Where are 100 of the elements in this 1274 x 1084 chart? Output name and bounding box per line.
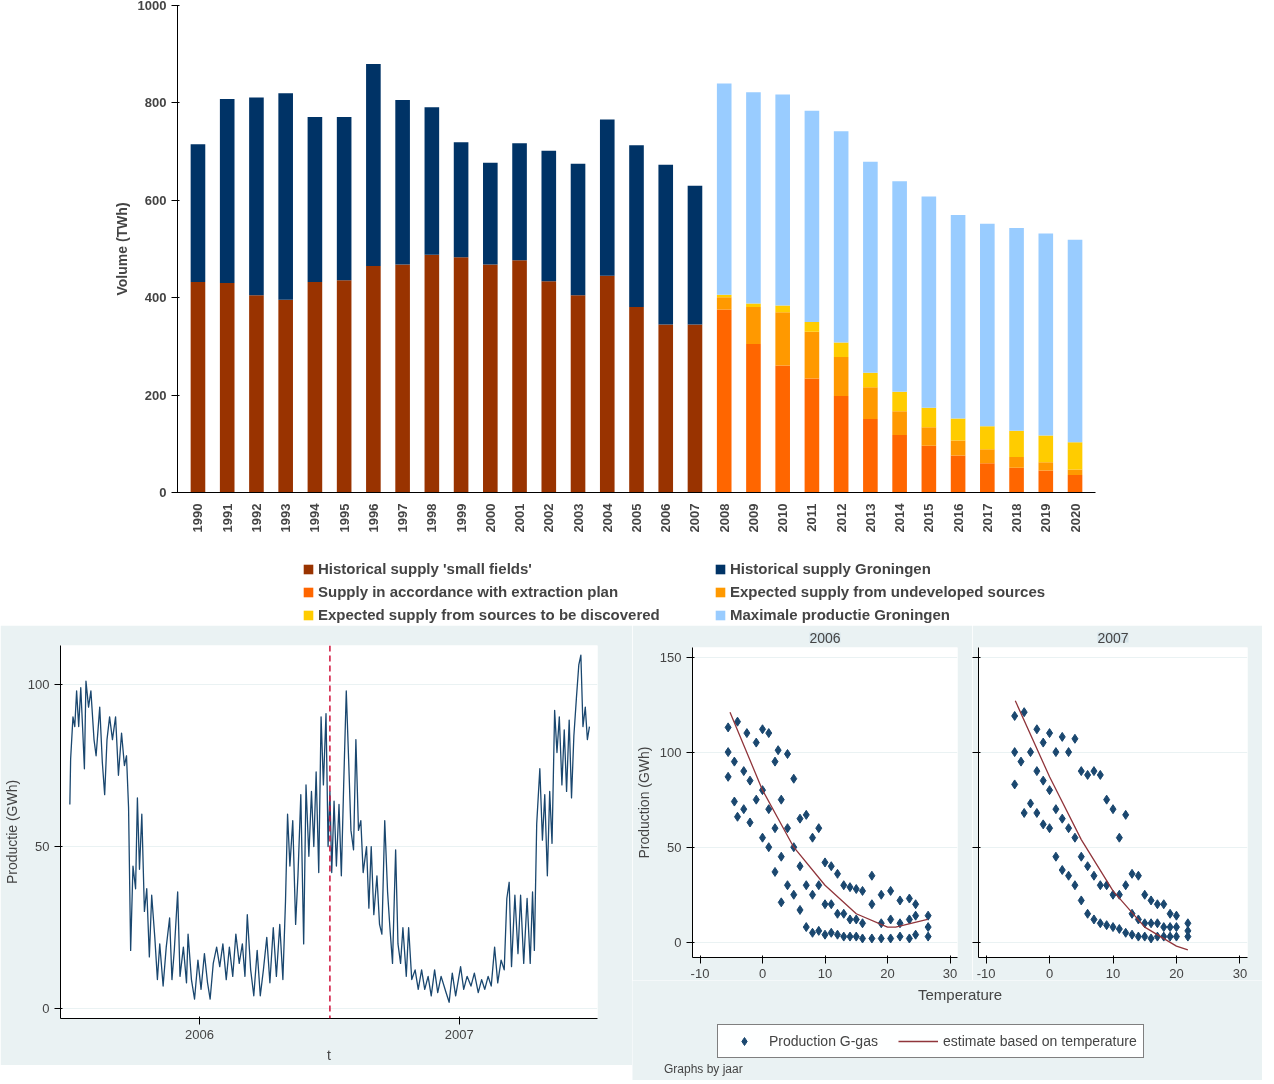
x-tick-label: 1998 [424, 503, 440, 533]
bar [1038, 470, 1054, 493]
bar [424, 254, 440, 493]
bar [804, 331, 820, 379]
bar [599, 119, 615, 276]
chart-title: 2006 [809, 629, 841, 646]
x-tick-label: 2018 [1009, 503, 1025, 533]
bar [483, 264, 498, 493]
x-tick-label: 1994 [307, 502, 323, 533]
x-tick-label: 2000 [482, 503, 498, 533]
bar [278, 299, 293, 493]
y-tick-label: 50 [667, 839, 682, 855]
bar [336, 280, 352, 493]
x-tick-label: 2008 [716, 503, 732, 533]
bar [190, 144, 206, 283]
y-tick-label: 400 [144, 290, 167, 306]
bar [570, 295, 586, 493]
bar [1009, 456, 1024, 468]
bar [366, 266, 381, 493]
x-tick-label: 20 [1169, 965, 1184, 981]
bar [219, 283, 235, 493]
y-tick-label: 600 [144, 192, 167, 208]
y-axis-title: Volume (TWh) [113, 202, 130, 296]
y-tick-label: 200 [144, 387, 167, 403]
x-tick-label: 2010 [775, 503, 791, 533]
bar [570, 163, 586, 296]
bar [980, 463, 995, 493]
x-tick-label: 1996 [365, 503, 381, 533]
bar [1009, 467, 1024, 493]
bar [804, 110, 820, 323]
bar [716, 297, 732, 310]
bar [863, 161, 878, 373]
y-tick-label: 0 [42, 1001, 50, 1017]
bar [746, 303, 761, 307]
bar [950, 214, 966, 419]
legend-label: Production G-gas [769, 1033, 878, 1049]
bar [658, 164, 674, 325]
bar [1067, 474, 1083, 493]
y-tick-label: 150 [659, 649, 682, 665]
legend-label: Expected supply from undeveloped sources [730, 583, 1046, 600]
bar [512, 143, 527, 261]
legend-label: Expected supply from sources to be discovered [318, 606, 660, 623]
bar [980, 426, 995, 450]
y-axis-title: Production (GWh) [635, 746, 652, 859]
legend-label: Historical supply 'small fields' [318, 560, 532, 577]
bar [746, 92, 761, 304]
y-tick-label: 100 [27, 676, 50, 692]
x-tick-label: 30 [942, 965, 958, 981]
x-tick-label: 2001 [512, 503, 528, 533]
bar [1067, 469, 1083, 475]
bar [775, 305, 790, 313]
bar [833, 342, 849, 358]
bar [249, 295, 264, 493]
legend-label: Supply in accordance with extraction plan [318, 583, 619, 600]
y-tick-label: 100 [659, 744, 682, 760]
y-tick-label: 1000 [137, 0, 167, 13]
bar [775, 365, 790, 493]
bar [307, 117, 323, 283]
bar [716, 83, 732, 295]
bar [921, 196, 937, 408]
x-tick-label: 2007 [687, 503, 703, 533]
bar [483, 162, 498, 265]
x-tick-label: 2020 [1067, 503, 1083, 533]
x-tick-label: 1992 [248, 503, 264, 533]
bar [658, 324, 674, 493]
bar [1067, 442, 1083, 470]
bar [863, 387, 878, 419]
x-tick-label: -10 [976, 965, 996, 981]
bar [804, 322, 820, 332]
x-tick-label: 1990 [190, 503, 206, 533]
bar [541, 281, 557, 493]
x-tick-label: 1991 [219, 503, 235, 533]
bar [892, 435, 907, 493]
bar [775, 94, 790, 306]
bar [980, 223, 995, 427]
bar [892, 181, 907, 392]
x-tick-label: 1993 [278, 503, 294, 533]
bar [921, 427, 937, 446]
x-tick-label: 1999 [453, 503, 469, 533]
bar [980, 449, 995, 464]
bar [1038, 233, 1054, 436]
bar [1067, 239, 1083, 443]
x-tick-label: -10 [690, 965, 710, 981]
bar [278, 93, 293, 300]
bar [687, 324, 703, 493]
x-axis-title: t [327, 1046, 332, 1063]
bar [863, 418, 878, 493]
legend-label: Historical supply Groningen [730, 560, 931, 577]
bar [629, 306, 644, 493]
bar [863, 372, 878, 388]
bar [366, 63, 381, 267]
bar [921, 407, 937, 428]
bar [541, 150, 557, 282]
x-tick-label: 2016 [950, 503, 966, 533]
x-tick-label: 2019 [1038, 503, 1054, 533]
x-tick-label: 2009 [745, 503, 761, 533]
x-tick-label: 2014 [892, 502, 908, 533]
bar [892, 391, 907, 412]
bar [950, 418, 966, 441]
x-tick-label: 2011 [804, 503, 820, 532]
